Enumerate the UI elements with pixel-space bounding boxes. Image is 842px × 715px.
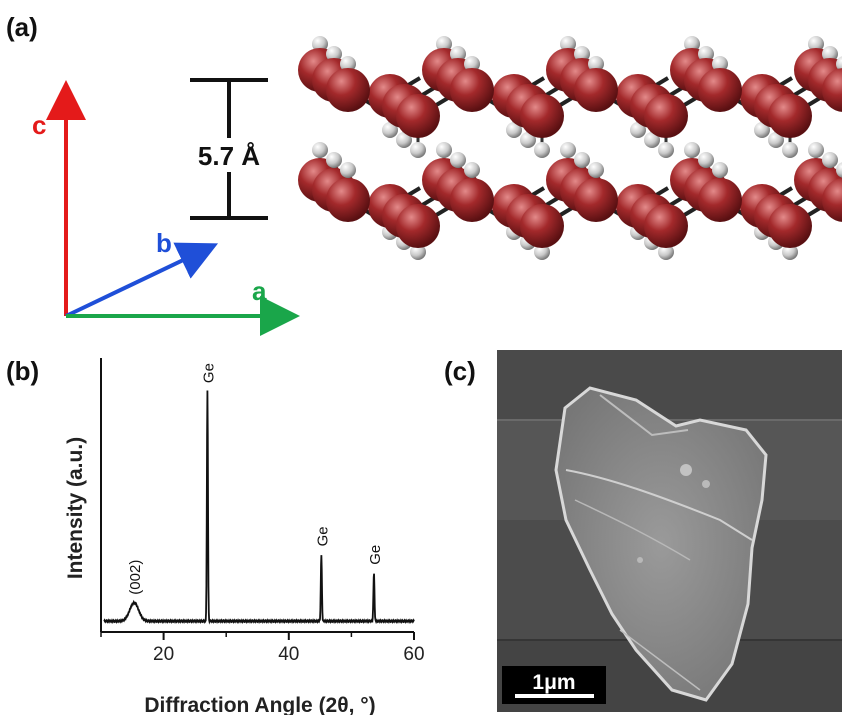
hydrogen-atom	[684, 36, 700, 52]
panel-label-a: (a)	[6, 12, 38, 42]
panel-label-b: (b)	[6, 356, 40, 386]
hydrogen-atom	[534, 244, 550, 260]
germanium-atom	[698, 68, 742, 112]
germanium-atom	[644, 204, 688, 248]
sem-image: 1μm	[497, 350, 842, 712]
hydrogen-atom	[560, 36, 576, 52]
c-axis-label: c	[32, 110, 46, 140]
hydrogen-atom	[630, 122, 646, 138]
germanium-atom	[822, 178, 842, 222]
panel-label-c: (c)	[444, 356, 476, 386]
hydrogen-atom	[520, 132, 536, 148]
hydrogen-atom	[560, 142, 576, 158]
x-ticks: 20 40 60	[100, 632, 425, 665]
hydrogen-atom	[396, 132, 412, 148]
hydrogen-atom	[658, 142, 674, 158]
germanium-atom	[520, 94, 564, 138]
x-axis-title: Diffraction Angle (2θ, °)	[144, 694, 375, 715]
hydrogen-atom	[450, 152, 466, 168]
germanium-atom	[326, 68, 370, 112]
hydrogen-atom	[312, 36, 328, 52]
hydrogen-atom	[712, 162, 728, 178]
germanium-atom	[396, 94, 440, 138]
hydrogen-atom	[822, 152, 838, 168]
peak-label: (002)	[127, 560, 144, 595]
xrd-series-line	[103, 390, 415, 625]
b-axis-label: b	[156, 228, 172, 258]
hydrogen-atom	[808, 36, 824, 52]
hydrogen-atom	[836, 162, 842, 178]
hydrogen-atom	[534, 142, 550, 158]
hydrogen-atom	[410, 142, 426, 158]
hydrogen-atom	[588, 56, 604, 72]
germanium-atom	[698, 178, 742, 222]
hydrogen-atom	[782, 142, 798, 158]
hydrogen-atom	[588, 162, 604, 178]
hydrogen-atom	[754, 122, 770, 138]
germanium-atom	[768, 204, 812, 248]
axis-triad: c b a	[32, 80, 300, 336]
hydrogen-atom	[450, 46, 466, 62]
hydrogen-atom	[574, 46, 590, 62]
hydrogen-atom	[326, 46, 342, 62]
interlayer-spacing: 5.7 Å	[190, 78, 268, 220]
germanium-atom	[520, 204, 564, 248]
hydrogen-atom	[340, 56, 356, 72]
b-axis-arrow	[65, 242, 219, 318]
hydrogen-atom	[574, 152, 590, 168]
hydrogen-atom	[326, 152, 342, 168]
germanium-atom	[644, 94, 688, 138]
hydrogen-atom	[768, 132, 784, 148]
peak-labels: (002) Ge Ge Ge	[127, 363, 384, 595]
hydrogen-atom	[822, 46, 838, 62]
germanium-atom	[574, 178, 618, 222]
germanium-atom	[574, 68, 618, 112]
xrd-chart: 20 40 60 (002) Ge Ge Ge Diffraction Angle (2θ…	[64, 358, 425, 715]
hydrogen-atom	[340, 162, 356, 178]
hydrogen-atom	[436, 142, 452, 158]
hydrogen-atom	[644, 132, 660, 148]
a-axis-label: a	[252, 276, 267, 306]
hydrogen-atom	[410, 244, 426, 260]
hydrogen-atom	[658, 244, 674, 260]
hydrogen-atom	[464, 56, 480, 72]
hydrogen-atom	[712, 56, 728, 72]
germanium-atom	[450, 68, 494, 112]
germanium-atom	[326, 178, 370, 222]
x-tick-label: 40	[278, 644, 299, 665]
hydrogen-atom	[312, 142, 328, 158]
hydrogen-atom	[698, 46, 714, 62]
hydrogen-atom	[836, 56, 842, 72]
germanium-atom	[396, 204, 440, 248]
spacing-label: 5.7 Å	[198, 141, 260, 171]
germanium-atom	[450, 178, 494, 222]
germanium-atom	[822, 68, 842, 112]
peak-label: Ge	[367, 545, 384, 565]
hydrogen-atom	[698, 152, 714, 168]
scale-bar-label: 1μm	[532, 671, 575, 694]
peak-label: Ge	[200, 363, 217, 383]
hydrogen-atom	[506, 122, 522, 138]
y-axis-title: Intensity (a.u.)	[64, 437, 87, 579]
hydrogen-atom	[808, 142, 824, 158]
x-tick-label: 20	[153, 644, 174, 665]
hydrogen-atom	[382, 122, 398, 138]
peak-label: Ge	[314, 526, 331, 546]
germanium-atom	[768, 94, 812, 138]
hydrogen-atom	[464, 162, 480, 178]
hydrogen-atom	[684, 142, 700, 158]
x-tick-label: 60	[403, 644, 424, 665]
hydrogen-atom	[782, 244, 798, 260]
crystal-structure	[298, 36, 842, 260]
hydrogen-atom	[436, 36, 452, 52]
